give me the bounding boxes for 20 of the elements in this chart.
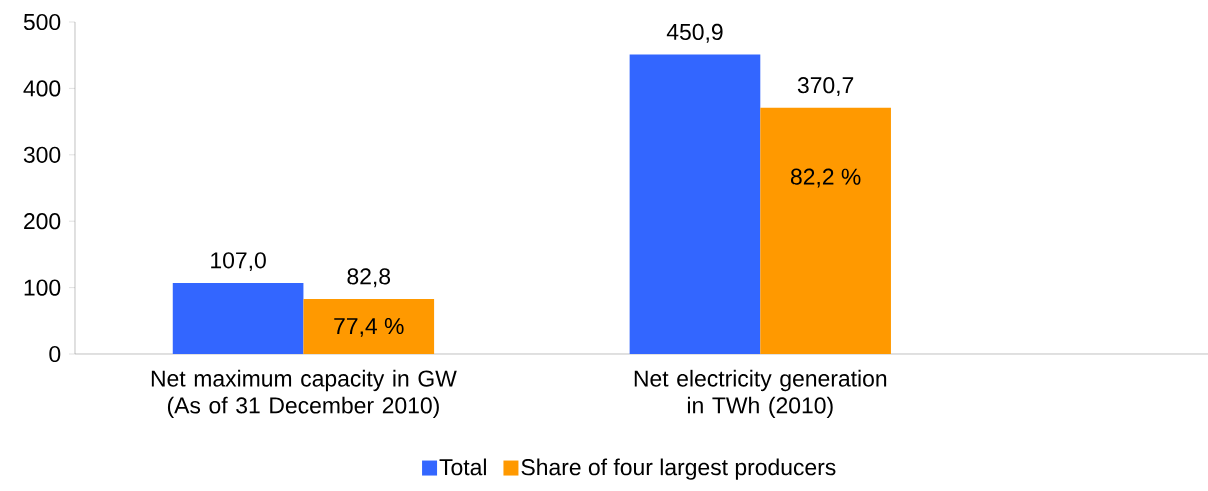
y-tick-label: 0 (49, 345, 61, 363)
bar (172, 282, 304, 354)
data-label: 107,0 (211, 252, 266, 272)
annotation: 82,2 % (790, 168, 861, 188)
y-tick-label: 100 (24, 279, 61, 296)
bar (760, 107, 891, 354)
y-tick-label: 400 (23, 80, 61, 97)
bar (629, 54, 761, 354)
legend-label: Share of four largest producers (521, 458, 836, 480)
y-tick-label: 300 (23, 146, 61, 163)
y-tick-label: 500 (23, 13, 61, 31)
y-tick-label: 200 (24, 213, 61, 230)
annotation: 77,4 % (334, 318, 404, 337)
data-label: 370,7 (797, 77, 854, 97)
data-label: 82,8 (347, 268, 391, 288)
data-label: 450,9 (666, 23, 723, 43)
x-tick-label: Net electricity generation in TWh (2010) (634, 369, 887, 419)
legend-label: Total (439, 458, 486, 476)
x-tick-label: Net maximum capacity in GW (As of 31 December 2010) (151, 369, 457, 419)
bar (303, 299, 435, 354)
